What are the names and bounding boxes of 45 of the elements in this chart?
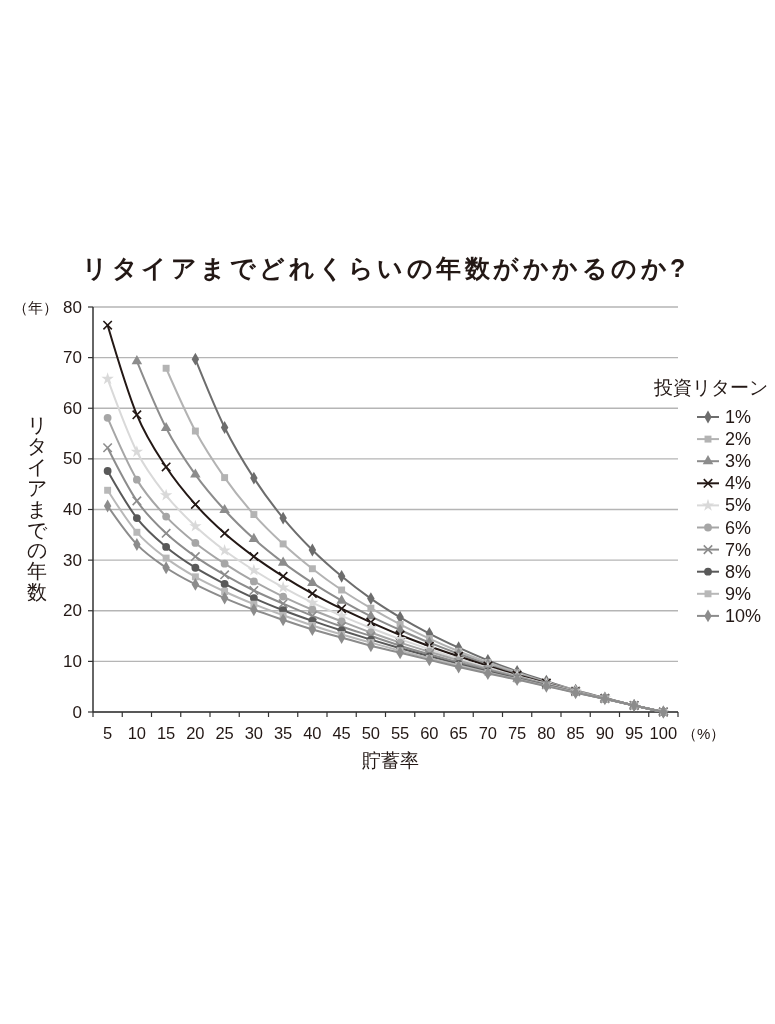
legend-label: 9% <box>725 583 752 604</box>
y-tick-label: 80 <box>63 297 82 317</box>
legend-label: 2% <box>725 429 752 450</box>
legend-label: 7% <box>725 539 752 560</box>
x-tick-label: 90 <box>595 724 615 742</box>
legend-label: 8% <box>725 561 752 582</box>
x-axis-title: 貯蓄率 <box>362 749 419 771</box>
y-tick-label: 70 <box>63 348 82 368</box>
x-tick-label: 30 <box>244 724 264 742</box>
y-tick-label: 20 <box>63 601 82 621</box>
text: リタイアまでの年数 <box>27 414 47 604</box>
legend-label: 3% <box>725 451 752 472</box>
x-tick-label: 10 <box>127 724 147 742</box>
x-tick-label: 35 <box>273 724 293 742</box>
x-tick-label: 65 <box>449 724 468 742</box>
legend-title: 投資リターン <box>653 376 768 398</box>
legend-label: 4% <box>725 473 752 494</box>
x-tick-label: 80 <box>537 724 556 742</box>
x-tick-label: 40 <box>303 724 322 742</box>
x-tick-label: 15 <box>156 724 176 742</box>
legend-label: 10% <box>725 605 762 626</box>
x-tick-label: 75 <box>507 724 527 742</box>
x-tick-label: 25 <box>215 724 234 742</box>
x-tick-label: 60 <box>420 724 439 742</box>
y-tick-label: 40 <box>63 500 82 519</box>
y-tick-label: 50 <box>63 449 82 469</box>
x-tick-label: 95 <box>624 724 644 742</box>
legend-label: 6% <box>725 517 752 538</box>
x-tick-label: 20 <box>186 724 205 742</box>
legend-label: 1% <box>725 407 752 427</box>
x-tick-label: 100 <box>649 724 678 742</box>
x-tick-label: 70 <box>478 724 498 742</box>
x-tick-label: 5 <box>103 724 113 742</box>
y-tick-label: 0 <box>72 702 82 722</box>
x-tick-label: 45 <box>332 724 351 742</box>
x-tick-label: 85 <box>566 724 585 742</box>
text: （%） <box>682 724 726 742</box>
y-tick-label: 60 <box>63 398 82 418</box>
legend-label: 5% <box>725 495 752 516</box>
x-tick-label: 55 <box>390 724 410 742</box>
y-tick-label: 10 <box>63 651 82 671</box>
y-tick-label: 30 <box>63 550 82 570</box>
chart-title: リタイアまでどれくらいの年数がかかるのか? <box>82 254 689 282</box>
text: （年） <box>13 298 58 316</box>
x-tick-label: 50 <box>361 724 381 742</box>
